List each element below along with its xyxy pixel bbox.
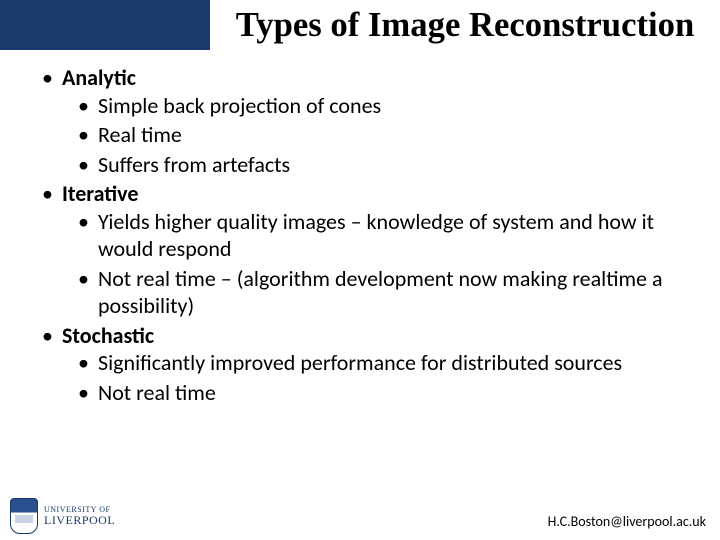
bullet-text: Iterative [62,180,678,208]
list-item: •Simple back projection of cones [78,92,678,120]
crest-icon [10,498,38,534]
list-item: •Analytic•Simple back projection of cone… [42,64,678,178]
content: •Analytic•Simple back projection of cone… [0,50,720,406]
bullet-icon: • [42,64,62,92]
slide-title: Types of Image Reconstruction [236,6,695,45]
bullet-icon: • [78,265,98,293]
bullet-list: •Analytic•Simple back projection of cone… [42,64,678,406]
bullet-text: Stochastic [62,322,678,350]
list-item: •Suffers from artefacts [78,151,678,179]
list-item: •Real time [78,121,678,149]
bullet-text: Not real time – (algorithm development n… [98,265,678,320]
title-bar: Types of Image Reconstruction [0,0,720,50]
bullet-icon: • [78,121,98,149]
title-container: Types of Image Reconstruction [210,0,720,50]
list-item: •Yields higher quality images – knowledg… [78,208,678,263]
list-item: •Not real time [78,379,678,407]
bullet-text: Suffers from artefacts [98,151,678,179]
sub-list: •Simple back projection of cones•Real ti… [78,92,678,179]
university-logo: UNIVERSITY OF LIVERPOOL [10,498,115,534]
bullet-text: Not real time [98,379,678,407]
bullet-text: Significantly improved performance for d… [98,349,678,377]
sub-list: •Significantly improved performance for … [78,349,678,406]
bullet-text: Yields higher quality images – knowledge… [98,208,678,263]
list-item: •Not real time – (algorithm development … [78,265,678,320]
bullet-icon: • [42,180,62,208]
footer: UNIVERSITY OF LIVERPOOL H.C.Boston@liver… [0,490,720,540]
bullet-text: Real time [98,121,678,149]
list-item: •Significantly improved performance for … [78,349,678,377]
title-accent [0,0,210,50]
sub-list: •Yields higher quality images – knowledg… [78,208,678,320]
bullet-icon: • [78,151,98,179]
bullet-icon: • [78,379,98,407]
university-name: UNIVERSITY OF LIVERPOOL [44,506,115,527]
bullet-icon: • [78,92,98,120]
university-line2: LIVERPOOL [44,514,115,527]
bullet-text: Simple back projection of cones [98,92,678,120]
list-item: •Iterative•Yields higher quality images … [42,180,678,320]
bullet-text: Analytic [62,64,678,92]
bullet-icon: • [42,322,62,350]
slide: Types of Image Reconstruction •Analytic•… [0,0,720,540]
list-item: •Stochastic•Significantly improved perfo… [42,322,678,407]
bullet-icon: • [78,208,98,236]
author-email: H.C.Boston@liverpool.ac.uk [548,513,706,530]
bullet-icon: • [78,349,98,377]
